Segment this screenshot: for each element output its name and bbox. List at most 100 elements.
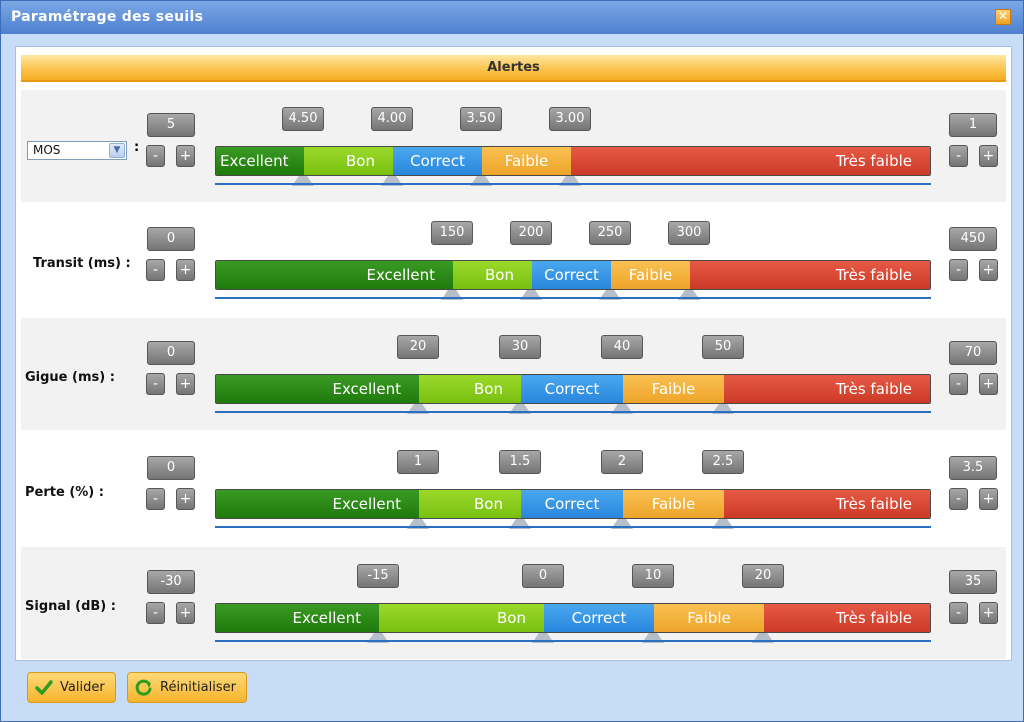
max-increment-button[interactable]: + — [979, 373, 998, 395]
threshold-value-box[interactable]: 30 — [499, 335, 541, 359]
threshold-row-transit: Transit (ms) :0- +450- +150 200 250 300 Excell… — [21, 204, 1006, 316]
title-bar[interactable]: Paramétrage des seuils ✕ — [1, 1, 1023, 34]
threshold-value-box[interactable]: 1 — [397, 450, 439, 474]
segment-faible: Faible — [482, 147, 571, 175]
min-decrement-button[interactable]: - — [146, 488, 165, 510]
threshold-value-box[interactable]: 200 — [510, 221, 552, 245]
threshold-value-box[interactable]: 4.50 — [282, 107, 324, 131]
validate-button[interactable]: Valider — [27, 672, 116, 703]
min-increment-button[interactable]: + — [176, 488, 195, 510]
threshold-value-box[interactable]: 4.00 — [371, 107, 413, 131]
max-decrement-button[interactable]: - — [949, 373, 968, 395]
window-title: Paramétrage des seuils — [11, 9, 204, 25]
max-value-box[interactable]: 3.5 — [949, 456, 997, 480]
validate-label: Valider — [60, 680, 105, 695]
min-decrement-button[interactable]: - — [146, 259, 165, 281]
threshold-value-box[interactable]: 2.5 — [702, 450, 744, 474]
segment-excellent: Excellent — [216, 261, 453, 289]
threshold-value-box[interactable]: 50 — [702, 335, 744, 359]
segment-faible: Faible — [623, 375, 724, 403]
max-value-box[interactable]: 450 — [949, 227, 997, 251]
min-value-box[interactable]: 5 — [147, 113, 195, 137]
segment-faible: Faible — [623, 490, 724, 518]
segment-tres: Très faible — [724, 490, 930, 518]
metric-select-value: MOS — [33, 143, 61, 157]
max-value-box[interactable]: 1 — [949, 113, 997, 137]
max-decrement-button[interactable]: - — [949, 488, 968, 510]
slider-track[interactable] — [215, 640, 931, 642]
threshold-value-box[interactable]: 2 — [601, 450, 643, 474]
threshold-scale-bar: Excellent Bon Correct Faible Très faible — [215, 374, 931, 404]
segment-correct: Correct — [544, 604, 654, 632]
segment-tres: Très faible — [571, 147, 930, 175]
slider-track[interactable] — [215, 183, 931, 185]
close-button[interactable]: ✕ — [995, 9, 1011, 25]
reset-button[interactable]: Réinitialiser — [127, 672, 247, 703]
segment-correct: Correct — [521, 490, 623, 518]
segment-bon: Bon — [304, 147, 393, 175]
metric-select[interactable]: MOS ▼ — [27, 141, 127, 160]
threshold-value-box[interactable]: 300 — [668, 221, 710, 245]
min-increment-button[interactable]: + — [176, 259, 195, 281]
row-label: Perte (%) : — [25, 485, 104, 500]
refresh-icon — [135, 679, 152, 696]
segment-correct: Correct — [521, 375, 623, 403]
segment-bon: Bon — [419, 375, 521, 403]
segment-excellent: Excellent — [216, 147, 304, 175]
min-increment-button[interactable]: + — [176, 373, 195, 395]
chevron-down-icon[interactable]: ▼ — [109, 143, 125, 158]
max-increment-button[interactable]: + — [979, 602, 998, 624]
min-increment-button[interactable]: + — [176, 602, 195, 624]
min-value-box[interactable]: 0 — [147, 227, 195, 251]
close-icon: ✕ — [997, 9, 1009, 23]
threshold-row-signal: Signal (dB) : -30- +35- + -15 0 10 20 Excellent B… — [21, 547, 1006, 659]
min-increment-button[interactable]: + — [176, 145, 195, 167]
segment-correct: Correct — [393, 147, 482, 175]
threshold-value-box[interactable]: 1.5 — [499, 450, 541, 474]
min-value-box[interactable]: -30 — [147, 570, 195, 594]
slider-track[interactable] — [215, 297, 931, 299]
threshold-row-mos: MOS ▼ :5- +1- +4.50 4.00 3.50 3.00 Excellent Bo… — [21, 90, 1006, 202]
segment-bon: Bon — [419, 490, 521, 518]
threshold-value-box[interactable]: 150 — [431, 221, 473, 245]
slider-track[interactable] — [215, 526, 931, 528]
max-decrement-button[interactable]: - — [949, 145, 968, 167]
threshold-row-perte: Perte (%) :0- +3.5- +1 1.5 2 2.5 Excellent Bon C… — [21, 433, 1006, 545]
max-value-box[interactable]: 35 — [949, 570, 997, 594]
min-decrement-button[interactable]: - — [146, 145, 165, 167]
segment-faible: Faible — [611, 261, 690, 289]
segment-excellent: Excellent — [216, 490, 419, 518]
max-increment-button[interactable]: + — [979, 488, 998, 510]
threshold-scale-bar: Excellent Bon Correct Faible Très faible — [215, 603, 931, 633]
min-value-box[interactable]: 0 — [147, 456, 195, 480]
threshold-value-box[interactable]: 10 — [632, 564, 674, 588]
max-increment-button[interactable]: + — [979, 259, 998, 281]
threshold-value-box[interactable]: 3.00 — [549, 107, 591, 131]
threshold-scale-bar: Excellent Bon Correct Faible Très faible — [215, 260, 931, 290]
threshold-scale-bar: Excellent Bon Correct Faible Très faible — [215, 146, 931, 176]
threshold-value-box[interactable]: 20 — [742, 564, 784, 588]
threshold-value-box[interactable]: 20 — [397, 335, 439, 359]
segment-tres: Très faible — [724, 375, 930, 403]
threshold-row-gigue: Gigue (ms) :0- +70- +20 30 40 50 Excellent Bon C… — [21, 318, 1006, 430]
max-decrement-button[interactable]: - — [949, 602, 968, 624]
max-increment-button[interactable]: + — [979, 145, 998, 167]
segment-bon: Bon — [379, 604, 544, 632]
min-decrement-button[interactable]: - — [146, 602, 165, 624]
threshold-value-box[interactable]: 3.50 — [460, 107, 502, 131]
slider-track[interactable] — [215, 411, 931, 413]
row-label: Transit (ms) : — [33, 256, 131, 271]
threshold-value-box[interactable]: 0 — [522, 564, 564, 588]
row-label: Signal (dB) : — [25, 599, 116, 614]
reset-label: Réinitialiser — [160, 680, 236, 695]
threshold-value-box[interactable]: 250 — [589, 221, 631, 245]
threshold-value-box[interactable]: -15 — [357, 564, 399, 588]
segment-excellent: Excellent — [216, 375, 419, 403]
threshold-value-box[interactable]: 40 — [601, 335, 643, 359]
min-value-box[interactable]: 0 — [147, 341, 195, 365]
max-decrement-button[interactable]: - — [949, 259, 968, 281]
min-decrement-button[interactable]: - — [146, 373, 165, 395]
max-value-box[interactable]: 70 — [949, 341, 997, 365]
segment-excellent: Excellent — [216, 604, 379, 632]
